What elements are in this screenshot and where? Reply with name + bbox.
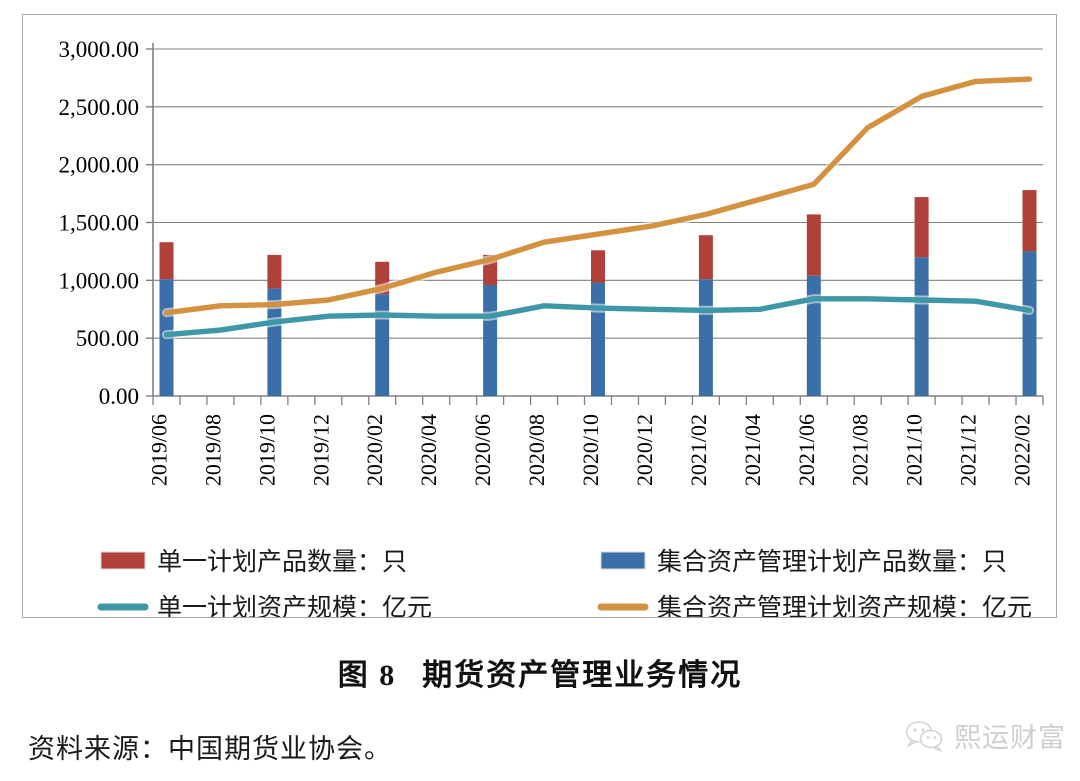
figure-number: 图 8: [337, 659, 397, 692]
legend-label: 单一计划产品数量：只: [157, 548, 407, 576]
y-tick-label: 0.00: [99, 384, 139, 409]
legend-item[interactable]: 集合资产管理计划产品数量：只: [600, 548, 1007, 576]
x-tick-label: 2020/08: [524, 414, 549, 486]
bar-single-plan-count: [806, 214, 821, 276]
chart-plot-area: 3,000.00 2,500.00 2,000.00 1,500.00 1,000.00…: [23, 15, 1056, 617]
x-tick-label: 2019/10: [254, 414, 279, 486]
bar-single-plan-count: [698, 235, 713, 280]
x-tick-label: 2020/12: [632, 414, 657, 486]
bar-collective-plan-count: [375, 294, 390, 396]
x-tick-label: 2020/06: [470, 414, 495, 486]
line-collective-plan-scale: [163, 76, 1033, 316]
y-tick-label: 1,500.00: [59, 211, 140, 236]
legend-item[interactable]: 集合资产管理计划资产规模：亿元: [597, 594, 1032, 617]
watermark-text: 熙运财富: [954, 723, 1066, 753]
bar-collective-plan-count: [1022, 251, 1037, 396]
x-tick-label: 2020/02: [362, 414, 387, 486]
x-tick-label: 2020/04: [416, 414, 441, 486]
legend-label: 单一计划资产规模：亿元: [157, 594, 432, 617]
figure-caption: 图 8 期货资产管理业务情况: [0, 650, 1080, 694]
x-tick-label: 2021/12: [956, 414, 981, 486]
legend-bar-swatch: [600, 551, 646, 570]
bar-collective-plan-count: [267, 288, 282, 396]
figure-frame: 3,000.00 2,500.00 2,000.00 1,500.00 1,000.00…: [22, 14, 1057, 618]
bar-single-plan-count: [267, 254, 282, 289]
legend-item[interactable]: 单一计划产品数量：只: [100, 548, 407, 576]
bar-collective-plan-count: [806, 275, 821, 396]
source-note: 资料来源：中国期货业协会。: [28, 734, 392, 764]
line-single-plan-scale: [163, 296, 1033, 338]
x-tick-label: 2019/08: [200, 414, 225, 486]
watermark: 熙运财富: [905, 716, 1066, 755]
x-tick-label: 2020/10: [578, 414, 603, 486]
bar-single-plan-count: [914, 197, 929, 258]
x-tick-label: 2019/06: [147, 414, 172, 486]
legend-bar-swatch: [100, 551, 146, 570]
y-tick-label: 1,000.00: [59, 268, 140, 293]
y-axis: 3,000.00 2,500.00 2,000.00 1,500.00 1,000.00…: [59, 37, 154, 409]
bar-collective-plan-count: [698, 279, 713, 396]
bar-single-plan-count: [591, 250, 605, 283]
y-tick-label: 2,500.00: [59, 95, 140, 120]
futures-asset-management-chart: 3,000.00 2,500.00 2,000.00 1,500.00 1,000.00…: [59, 37, 1044, 617]
legend-label: 集合资产管理计划产品数量：只: [657, 548, 1007, 576]
x-axis: 2019/06 2019/08 2019/10 2019/12 2020/02 2020/…: [147, 396, 1044, 486]
x-tick-label: 2021/04: [740, 414, 765, 486]
y-tick-label: 500.00: [76, 326, 139, 351]
x-tick-label: 2022/02: [1010, 414, 1035, 486]
line-series: [162, 74, 1034, 340]
x-tick-label: 2021/10: [902, 414, 927, 486]
bar-single-plan-count: [1022, 190, 1037, 252]
legend-item[interactable]: 单一计划资产规模：亿元: [97, 594, 432, 617]
bar-collective-plan-count: [591, 282, 605, 396]
wechat-icon: [905, 720, 945, 752]
bar-collective-plan-count: [483, 285, 498, 396]
x-tick-label: 2021/06: [794, 414, 819, 486]
legend-label: 集合资产管理计划资产规模：亿元: [657, 594, 1032, 617]
x-tick-label: 2021/08: [848, 414, 873, 486]
y-tick-label: 2,000.00: [59, 153, 140, 178]
bar-single-plan-count: [159, 242, 174, 280]
x-tick-label: 2019/12: [308, 414, 333, 486]
figure-title: 期货资产管理业务情况: [422, 659, 743, 692]
bar-series: [159, 190, 1037, 396]
bar-collective-plan-count: [914, 257, 929, 396]
y-tick-label: 3,000.00: [59, 37, 140, 62]
x-tick-label: 2021/02: [686, 414, 711, 486]
